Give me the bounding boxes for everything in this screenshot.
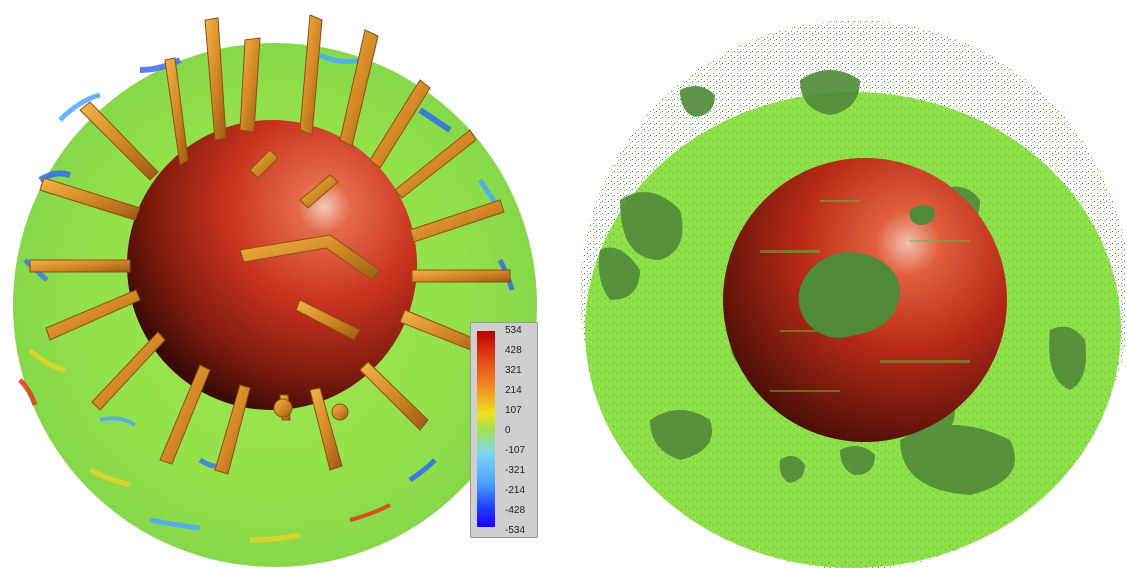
plumes — [29, 14, 511, 475]
core-sphere — [127, 120, 417, 410]
colorbar-label-4: 214 — [505, 385, 522, 396]
colorbar-label-3: 321 — [505, 365, 522, 376]
colorbar-label-8: -321 — [505, 465, 526, 476]
colorbar-label-6: 0 — [505, 425, 511, 436]
left-visualization-panel: 534 428 321 214 107 0 -107 -321 -214 -42… — [0, 0, 560, 568]
colorbar-label-5: 107 — [505, 405, 522, 416]
colorbar-gradient — [477, 331, 495, 527]
plume-sphere-figure — [13, 14, 537, 567]
colorbar-label-7: -107 — [505, 445, 526, 456]
colorbar-label-1: 534 — [505, 325, 522, 336]
colorbar-label-10: -428 — [505, 505, 526, 516]
colorbar-label-11: -534 — [505, 525, 526, 536]
central-green-patch — [798, 252, 900, 338]
right-visualization-panel — [580, 0, 1127, 568]
small-green-patch — [909, 205, 935, 225]
colorbar-label-2: 428 — [505, 345, 522, 356]
colorbar-labels: 534 428 321 214 107 0 -107 -321 -214 -42… — [501, 325, 537, 536]
colorbar-label-9: -214 — [505, 485, 526, 496]
speckled-sphere-figure — [580, 20, 1127, 568]
colorbar: 534 428 321 214 107 0 -107 -321 -214 -42… — [470, 322, 538, 538]
